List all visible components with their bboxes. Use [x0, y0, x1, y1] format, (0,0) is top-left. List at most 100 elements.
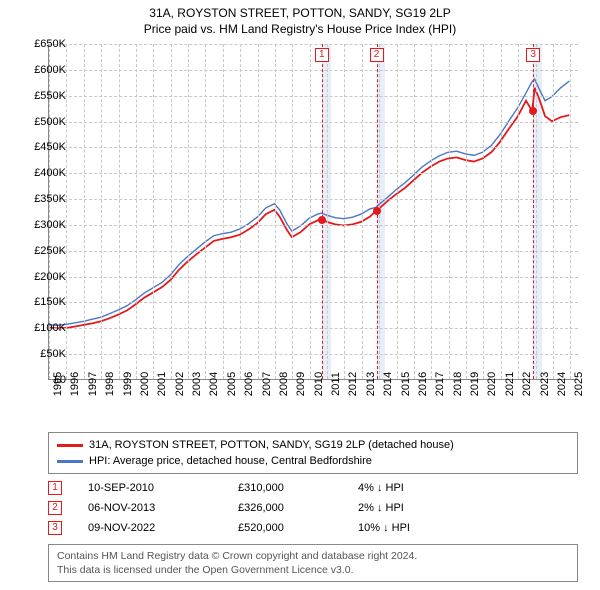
x-axis-label: 1999: [122, 372, 134, 396]
x-axis-label: 2006: [243, 372, 255, 396]
event-number-box: 3: [48, 521, 62, 535]
x-axis-label: 2020: [486, 372, 498, 396]
event-line: [533, 44, 534, 379]
gridline-vertical: [518, 44, 519, 379]
gridline-vertical: [327, 44, 328, 379]
chart-plot-area: 1 2 3: [48, 44, 578, 380]
gridline-vertical: [292, 44, 293, 379]
gridline-horizontal: [49, 302, 578, 303]
y-axis-label: £50K: [40, 348, 66, 360]
event-marker-1: 1: [315, 48, 329, 62]
y-axis-label: £300K: [34, 219, 66, 231]
gridline-vertical: [362, 44, 363, 379]
x-axis-label: 2025: [573, 372, 585, 396]
event-marker-2: 2: [370, 48, 384, 62]
price-marker-dot: [318, 216, 326, 224]
gridline-vertical: [553, 44, 554, 379]
x-axis-label: 2019: [469, 372, 481, 396]
event-number-box: 1: [48, 481, 62, 495]
y-axis-label: £150K: [34, 296, 66, 308]
events-table-row: 3 09-NOV-2022£520,00010% ↓ HPI: [48, 518, 578, 538]
x-axis-label: 2017: [434, 372, 446, 396]
gridline-vertical: [188, 44, 189, 379]
legend-swatch: [57, 460, 83, 463]
chart-title-line1: 31A, ROYSTON STREET, POTTON, SANDY, SG19…: [0, 6, 600, 20]
event-price: £520,000: [238, 522, 358, 534]
x-axis-label: 2014: [382, 372, 394, 396]
events-table-row: 110-SEP-2010£310,0004% ↓ HPI: [48, 478, 578, 498]
gridline-vertical: [431, 44, 432, 379]
x-axis-label: 2018: [452, 372, 464, 396]
event-date: 09-NOV-2022: [88, 522, 238, 534]
x-axis-label: 2021: [504, 372, 516, 396]
event-price: £310,000: [238, 482, 358, 494]
gridline-vertical: [153, 44, 154, 379]
gridline-vertical: [136, 44, 137, 379]
gridline-horizontal: [49, 147, 578, 148]
gridline-vertical: [101, 44, 102, 379]
gridline-vertical: [258, 44, 259, 379]
y-axis-label: £450K: [34, 141, 66, 153]
event-diff: 2% ↓ HPI: [358, 502, 478, 514]
gridline-vertical: [223, 44, 224, 379]
x-axis-label: 1995: [52, 372, 64, 396]
gridline-vertical: [466, 44, 467, 379]
legend-swatch: [57, 444, 83, 447]
price-marker-dot: [529, 107, 537, 115]
event-diff: 10% ↓ HPI: [358, 522, 478, 534]
gridline-horizontal: [49, 225, 578, 226]
x-axis-label: 2008: [278, 372, 290, 396]
price-marker-dot: [373, 207, 381, 215]
gridline-vertical: [449, 44, 450, 379]
gridline-horizontal: [49, 199, 578, 200]
gridline-vertical: [119, 44, 120, 379]
y-axis-label: £500K: [34, 116, 66, 128]
x-axis-label: 2000: [139, 372, 151, 396]
gridline-horizontal: [49, 70, 578, 71]
gridline-horizontal: [49, 251, 578, 252]
gridline-vertical: [310, 44, 311, 379]
gridline-horizontal: [49, 354, 578, 355]
event-marker-3: 3: [526, 48, 540, 62]
legend-box: 31A, ROYSTON STREET, POTTON, SANDY, SG19…: [48, 432, 578, 474]
x-axis-label: 2001: [156, 372, 168, 396]
attribution-line2: This data is licensed under the Open Gov…: [57, 563, 569, 577]
gridline-horizontal: [49, 173, 578, 174]
y-axis-label: £650K: [34, 38, 66, 50]
events-table: 110-SEP-2010£310,0004% ↓ HPI 2 06-NOV-2013…: [48, 478, 578, 538]
gridline-horizontal: [49, 277, 578, 278]
x-axis-label: 1998: [104, 372, 116, 396]
y-axis-label: £100K: [34, 322, 66, 334]
event-number-box: 2: [48, 501, 62, 515]
x-axis-label: 2016: [417, 372, 429, 396]
gridline-vertical: [483, 44, 484, 379]
y-axis-label: £200K: [34, 271, 66, 283]
gridline-vertical: [205, 44, 206, 379]
y-axis-label: £250K: [34, 245, 66, 257]
gridline-vertical: [84, 44, 85, 379]
event-date: 06-NOV-2013: [88, 502, 238, 514]
gridline-vertical: [66, 44, 67, 379]
x-axis-label: 2011: [330, 372, 342, 396]
gridline-vertical: [570, 44, 571, 379]
attribution-box: Contains HM Land Registry data © Crown c…: [48, 544, 578, 582]
y-axis-label: £350K: [34, 193, 66, 205]
legend-row: HPI: Average price, detached house, Cent…: [57, 453, 569, 469]
x-axis-label: 1997: [87, 372, 99, 396]
gridline-horizontal: [49, 122, 578, 123]
events-table-row: 206-NOV-2013£326,0002% ↓ HPI: [48, 498, 578, 518]
gridline-horizontal: [49, 96, 578, 97]
x-axis-label: 2015: [400, 372, 412, 396]
gridline-vertical: [501, 44, 502, 379]
chart-title-line2: Price paid vs. HM Land Registry's House …: [0, 22, 600, 36]
x-axis-label: 2022: [521, 372, 533, 396]
gridline-vertical: [414, 44, 415, 379]
gridline-vertical: [240, 44, 241, 379]
gridline-vertical: [397, 44, 398, 379]
y-axis-label: £550K: [34, 90, 66, 102]
gridline-horizontal: [49, 44, 578, 45]
gridline-horizontal: [49, 328, 578, 329]
attribution-line1: Contains HM Land Registry data © Crown c…: [57, 549, 569, 563]
x-axis-label: 2004: [208, 372, 220, 396]
x-axis-label: 2013: [365, 372, 377, 396]
